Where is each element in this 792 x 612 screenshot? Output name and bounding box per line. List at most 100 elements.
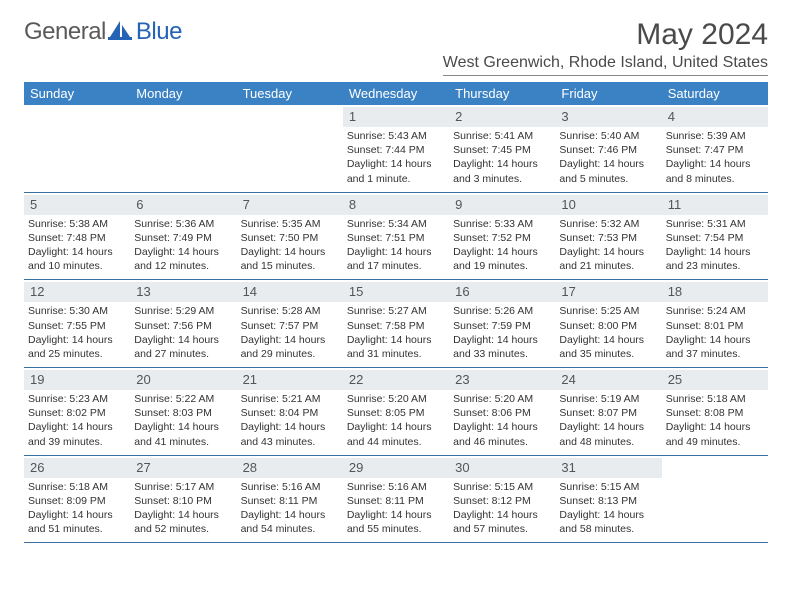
sunset-line: Sunset: 8:13 PM bbox=[559, 494, 657, 508]
daylight-line: Daylight: 14 hours and 21 minutes. bbox=[559, 245, 657, 273]
sunset-line: Sunset: 8:11 PM bbox=[241, 494, 339, 508]
sunrise-line: Sunrise: 5:24 AM bbox=[666, 304, 764, 318]
day-number-row: 8 bbox=[343, 195, 449, 215]
day-number-row: 21 bbox=[237, 370, 343, 390]
day-number-row: 27 bbox=[130, 458, 236, 478]
sunrise-line: Sunrise: 5:28 AM bbox=[241, 304, 339, 318]
day-number: 4 bbox=[668, 109, 675, 124]
day-number-row: 11 bbox=[662, 195, 768, 215]
daylight-line: Daylight: 14 hours and 8 minutes. bbox=[666, 157, 764, 185]
sail-icon bbox=[108, 19, 134, 46]
day-cell: 24Sunrise: 5:19 AMSunset: 8:07 PMDayligh… bbox=[555, 368, 661, 455]
sunset-line: Sunset: 7:45 PM bbox=[453, 143, 551, 157]
day-header: Thursday bbox=[449, 82, 555, 105]
sunset-line: Sunset: 8:01 PM bbox=[666, 319, 764, 333]
sunrise-line: Sunrise: 5:25 AM bbox=[559, 304, 657, 318]
day-number-row: 28 bbox=[237, 458, 343, 478]
day-number-row: 13 bbox=[130, 282, 236, 302]
sunset-line: Sunset: 7:57 PM bbox=[241, 319, 339, 333]
sunrise-line: Sunrise: 5:20 AM bbox=[347, 392, 445, 406]
day-number-row: 25 bbox=[662, 370, 768, 390]
day-cell: 19Sunrise: 5:23 AMSunset: 8:02 PMDayligh… bbox=[24, 368, 130, 455]
day-number-row: 9 bbox=[449, 195, 555, 215]
sunset-line: Sunset: 8:05 PM bbox=[347, 406, 445, 420]
day-number-row: 4 bbox=[662, 107, 768, 127]
daylight-line: Daylight: 14 hours and 3 minutes. bbox=[453, 157, 551, 185]
location: West Greenwich, Rhode Island, United Sta… bbox=[443, 54, 768, 76]
day-cell: 25Sunrise: 5:18 AMSunset: 8:08 PMDayligh… bbox=[662, 368, 768, 455]
day-cell: 26Sunrise: 5:18 AMSunset: 8:09 PMDayligh… bbox=[24, 456, 130, 543]
day-number-row: 19 bbox=[24, 370, 130, 390]
daylight-line: Daylight: 14 hours and 19 minutes. bbox=[453, 245, 551, 273]
week-row: 19Sunrise: 5:23 AMSunset: 8:02 PMDayligh… bbox=[24, 368, 768, 456]
sunset-line: Sunset: 8:02 PM bbox=[28, 406, 126, 420]
week-row: 5Sunrise: 5:38 AMSunset: 7:48 PMDaylight… bbox=[24, 193, 768, 281]
daylight-line: Daylight: 14 hours and 58 minutes. bbox=[559, 508, 657, 536]
daylight-line: Daylight: 14 hours and 43 minutes. bbox=[241, 420, 339, 448]
header: General Blue May 2024 West Greenwich, Rh… bbox=[24, 18, 768, 76]
title-block: May 2024 West Greenwich, Rhode Island, U… bbox=[443, 18, 768, 76]
day-number: 29 bbox=[349, 460, 363, 475]
day-number-row: 12 bbox=[24, 282, 130, 302]
daylight-line: Daylight: 14 hours and 27 minutes. bbox=[134, 333, 232, 361]
sunset-line: Sunset: 7:55 PM bbox=[28, 319, 126, 333]
day-cell: 12 Sunrise: 5:30 AMSunset: 7:55 PMDayligh… bbox=[24, 280, 130, 367]
day-number-row: 22 bbox=[343, 370, 449, 390]
logo: General Blue bbox=[24, 18, 182, 46]
day-number: 22 bbox=[349, 372, 363, 387]
sunrise-line: Sunrise: 5:29 AM bbox=[134, 304, 232, 318]
day-cell: 27Sunrise: 5:17 AMSunset: 8:10 PMDayligh… bbox=[130, 456, 236, 543]
day-number: 25 bbox=[668, 372, 682, 387]
daylight-line: Daylight: 14 hours and 35 minutes. bbox=[559, 333, 657, 361]
day-number-row: 31 bbox=[555, 458, 661, 478]
daylight-line: Daylight: 14 hours and 23 minutes. bbox=[666, 245, 764, 273]
day-cell: 2 Sunrise: 5:41 AMSunset: 7:45 PMDaylight… bbox=[449, 105, 555, 192]
day-number: 19 bbox=[30, 372, 44, 387]
day-number: 8 bbox=[349, 197, 356, 212]
day-cell: 21Sunrise: 5:21 AMSunset: 8:04 PMDayligh… bbox=[237, 368, 343, 455]
day-cell bbox=[662, 456, 768, 543]
day-number: 9 bbox=[455, 197, 462, 212]
month-title: May 2024 bbox=[443, 18, 768, 52]
sunrise-line: Sunrise: 5:34 AM bbox=[347, 217, 445, 231]
day-cell: 13Sunrise: 5:29 AMSunset: 7:56 PMDayligh… bbox=[130, 280, 236, 367]
day-number-row: 20 bbox=[130, 370, 236, 390]
daylight-line: Daylight: 14 hours and 41 minutes. bbox=[134, 420, 232, 448]
daylight-line: Daylight: 14 hours and 25 minutes. bbox=[28, 333, 126, 361]
day-number-row: 16 bbox=[449, 282, 555, 302]
day-cell: 11Sunrise: 5:31 AMSunset: 7:54 PMDayligh… bbox=[662, 193, 768, 280]
sunset-line: Sunset: 7:46 PM bbox=[559, 143, 657, 157]
sunrise-line: Sunrise: 5:30 AM bbox=[28, 304, 126, 318]
sunset-line: Sunset: 8:04 PM bbox=[241, 406, 339, 420]
day-header: Tuesday bbox=[237, 82, 343, 105]
daylight-line: Daylight: 14 hours and 51 minutes. bbox=[28, 508, 126, 536]
day-cell: 29Sunrise: 5:16 AMSunset: 8:11 PMDayligh… bbox=[343, 456, 449, 543]
daylight-line: Daylight: 14 hours and 44 minutes. bbox=[347, 420, 445, 448]
day-headers: SundayMondayTuesdayWednesdayThursdayFrid… bbox=[24, 82, 768, 105]
day-number: 18 bbox=[668, 284, 682, 299]
sunrise-line: Sunrise: 5:31 AM bbox=[666, 217, 764, 231]
sunrise-line: Sunrise: 5:41 AM bbox=[453, 129, 551, 143]
day-cell bbox=[130, 105, 236, 192]
day-cell: 22 Sunrise: 5:20 AMSunset: 8:05 PMDayligh… bbox=[343, 368, 449, 455]
day-number: 13 bbox=[136, 284, 150, 299]
sunset-line: Sunset: 8:09 PM bbox=[28, 494, 126, 508]
day-number: 2 bbox=[455, 109, 462, 124]
daylight-line: Daylight: 14 hours and 55 minutes. bbox=[347, 508, 445, 536]
day-number: 1 bbox=[349, 109, 356, 124]
day-cell: 23Sunrise: 5:20 AMSunset: 8:06 PMDayligh… bbox=[449, 368, 555, 455]
day-header: Friday bbox=[555, 82, 661, 105]
sunrise-line: Sunrise: 5:26 AM bbox=[453, 304, 551, 318]
day-number: 15 bbox=[349, 284, 363, 299]
day-number-row: 17 bbox=[555, 282, 661, 302]
day-number-row: 6 bbox=[130, 195, 236, 215]
day-number: 5 bbox=[30, 197, 37, 212]
daylight-line: Daylight: 14 hours and 17 minutes. bbox=[347, 245, 445, 273]
day-number-row: 26 bbox=[24, 458, 130, 478]
day-number-row: 2 bbox=[449, 107, 555, 127]
day-cell: 10Sunrise: 5:32 AMSunset: 7:53 PMDayligh… bbox=[555, 193, 661, 280]
day-number-row: 30 bbox=[449, 458, 555, 478]
day-number-row: 29 bbox=[343, 458, 449, 478]
daylight-line: Daylight: 14 hours and 15 minutes. bbox=[241, 245, 339, 273]
day-header: Monday bbox=[130, 82, 236, 105]
